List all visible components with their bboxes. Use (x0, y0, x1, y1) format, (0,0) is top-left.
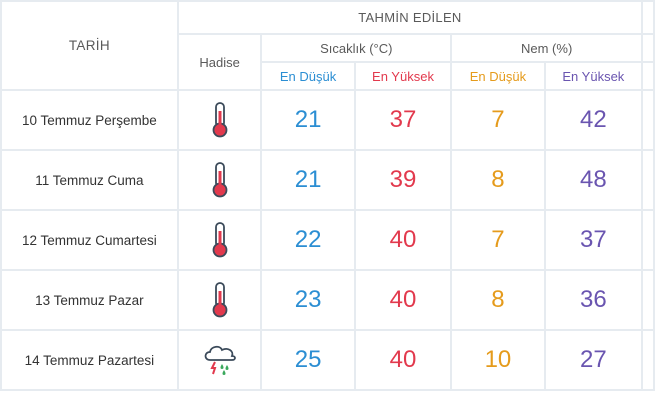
temp-max-value: 40 (353, 329, 453, 391)
humidity-min-value: 10 (450, 329, 546, 391)
temp-max-value: 40 (353, 209, 453, 271)
row-date: 11 Temmuz Cuma (0, 149, 179, 211)
event-cell (176, 149, 263, 211)
temp-max-value: 40 (353, 269, 453, 331)
temp-max-value: 39 (353, 149, 453, 211)
temp-min-header: En Düşük (260, 61, 356, 91)
humidity-max-value: 48 (543, 149, 644, 211)
edge-cell (641, 89, 655, 151)
forecast-row: 10 Temmuz Perşembe 21 37 7 42 (0, 89, 655, 151)
temp-max-header: En Yüksek (353, 61, 453, 91)
temp-min-value: 25 (260, 329, 356, 391)
event-column-header: Hadise (176, 33, 263, 91)
event-cell (176, 269, 263, 331)
row-date: 12 Temmuz Cumartesi (0, 209, 179, 271)
edge-cell (641, 61, 655, 91)
edge-cell (641, 33, 655, 63)
forecast-row: 13 Temmuz Pazar 23 40 8 36 (0, 269, 655, 331)
event-cell (176, 209, 263, 271)
date-column-header: TARİH (0, 0, 179, 91)
thunderstorm-rain-icon (201, 345, 239, 375)
thermometer-hot-icon (210, 222, 230, 258)
edge-cell (641, 329, 655, 391)
forecast-row: 14 Temmuz Pazartesi 25 40 10 27 (0, 329, 655, 391)
thermometer-hot-icon (210, 162, 230, 198)
forecast-row: 12 Temmuz Cumartesi 22 40 7 37 (0, 209, 655, 271)
temp-max-value: 37 (353, 89, 453, 151)
humidity-max-value: 37 (543, 209, 644, 271)
row-date: 13 Temmuz Pazar (0, 269, 179, 331)
temp-min-value: 21 (260, 89, 356, 151)
humidity-group-header: Nem (%) (450, 33, 644, 63)
humidity-max-value: 42 (543, 89, 644, 151)
temp-min-value: 21 (260, 149, 356, 211)
humidity-max-header: En Yüksek (543, 61, 644, 91)
temperature-group-header: Sıcaklık (°C) (260, 33, 453, 63)
humidity-min-value: 7 (450, 209, 546, 271)
forecast-table: TARİH TAHMİN EDİLEN Hadise Sıcaklık (°C)… (0, 0, 655, 391)
edge-cell (641, 0, 655, 35)
humidity-min-header: En Düşük (450, 61, 546, 91)
forecast-row: 11 Temmuz Cuma 21 39 8 48 (0, 149, 655, 211)
row-date: 10 Temmuz Perşembe (0, 89, 179, 151)
temp-min-value: 23 (260, 269, 356, 331)
humidity-min-value: 8 (450, 149, 546, 211)
humidity-max-value: 27 (543, 329, 644, 391)
humidity-min-value: 8 (450, 269, 546, 331)
row-date: 14 Temmuz Pazartesi (0, 329, 179, 391)
temp-min-value: 22 (260, 209, 356, 271)
edge-cell (641, 149, 655, 211)
edge-cell (641, 269, 655, 331)
event-cell (176, 89, 263, 151)
humidity-max-value: 36 (543, 269, 644, 331)
humidity-min-value: 7 (450, 89, 546, 151)
forecast-title: TAHMİN EDİLEN (176, 0, 644, 35)
event-cell (176, 329, 263, 391)
thermometer-hot-icon (210, 282, 230, 318)
edge-cell (641, 209, 655, 271)
thermometer-hot-icon (210, 102, 230, 138)
